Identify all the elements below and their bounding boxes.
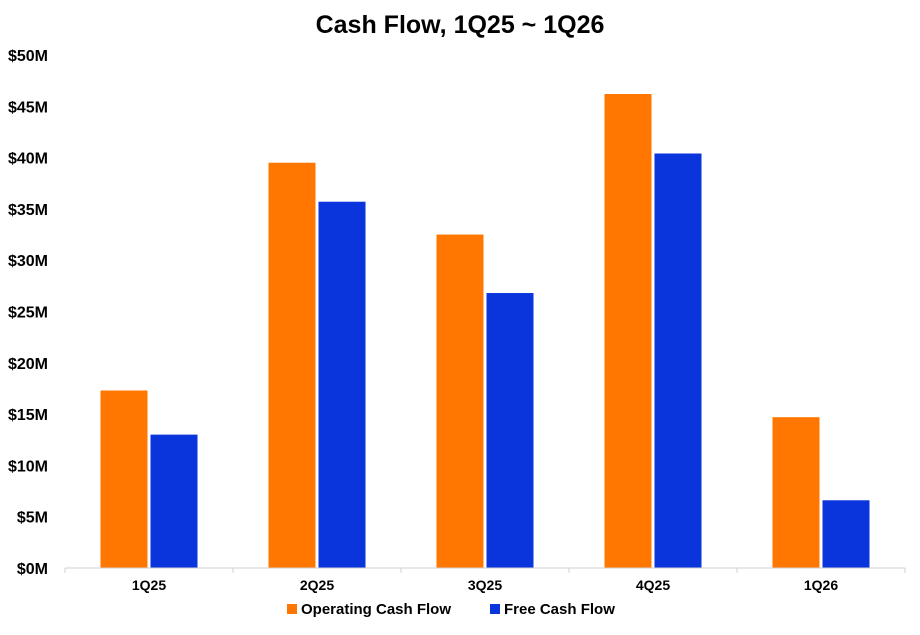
legend: Operating Cash Flow Free Cash Flow [287, 601, 615, 618]
y-tick-label: $10M [8, 458, 48, 475]
y-tick-label: $40M [8, 151, 48, 168]
bar-free-cash-flow-1Q25 [150, 434, 198, 568]
x-tick-label: 3Q25 [468, 577, 502, 593]
bar-free-cash-flow-4Q25 [654, 153, 702, 568]
y-axis: $0M $5M $10M $15M $20M $25M $30M $35M $40M $45M $5… [8, 48, 48, 578]
y-tick-label: $0M [17, 561, 48, 578]
y-tick-label: $25M [8, 305, 48, 322]
legend-label: Free Cash Flow [504, 601, 615, 618]
y-tick-label: $35M [8, 202, 48, 219]
bars [100, 93, 870, 569]
y-tick-label: $50M [8, 48, 48, 65]
x-tick-label: 2Q25 [300, 577, 334, 593]
bar-operating-cash-flow-2Q25 [268, 162, 316, 569]
legend-swatch [490, 604, 500, 614]
legend-label: Operating Cash Flow [301, 601, 451, 618]
y-tick-label: $45M [8, 99, 48, 116]
x-axis: 1Q25 2Q25 3Q25 4Q25 1Q26 [64, 567, 906, 593]
x-tick-label: 4Q25 [636, 577, 670, 593]
y-tick-label: $5M [17, 510, 48, 527]
bar-free-cash-flow-2Q25 [318, 201, 366, 568]
bar-operating-cash-flow-3Q25 [436, 234, 484, 569]
bar-operating-cash-flow-1Q25 [100, 390, 148, 568]
legend-swatch [287, 604, 297, 614]
chart-title: Cash Flow, 1Q25 ~ 1Q26 [316, 11, 605, 39]
y-tick-label: $15M [8, 407, 48, 424]
bar-operating-cash-flow-1Q26 [772, 417, 820, 568]
y-tick-label: $30M [8, 253, 48, 270]
x-tick-label: 1Q26 [804, 577, 838, 593]
bar-free-cash-flow-3Q25 [486, 293, 534, 568]
y-tick-label: $20M [8, 356, 48, 373]
bar-operating-cash-flow-4Q25 [604, 93, 652, 568]
bar-free-cash-flow-1Q26 [822, 500, 870, 568]
x-tick-label: 1Q25 [132, 577, 166, 593]
